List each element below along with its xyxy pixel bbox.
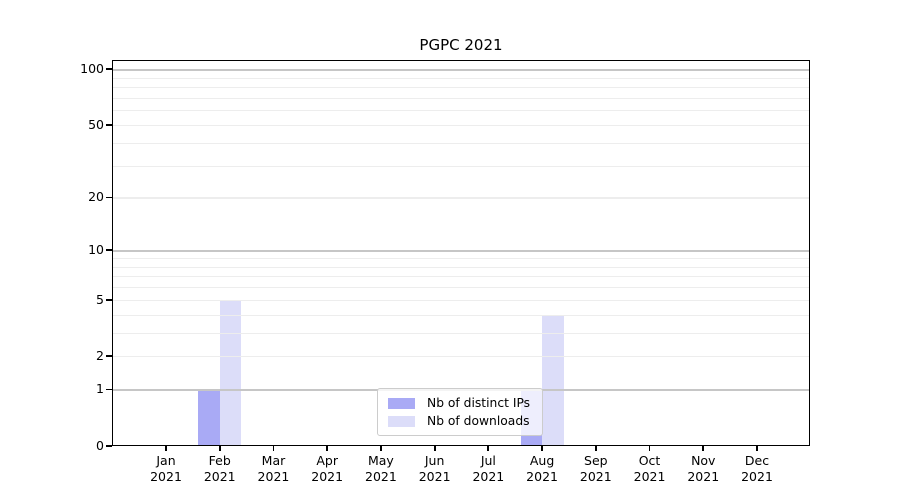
x-tick-mark [594, 446, 597, 451]
y-tick-mark [106, 445, 112, 447]
gridline-minor [112, 276, 810, 278]
x-tick-label: Sep 2021 [566, 453, 626, 484]
x-tick-month: Jul [480, 453, 496, 468]
x-tick-label: May 2021 [351, 453, 411, 484]
y-tick-mark [106, 124, 112, 126]
x-tick-label: Oct 2021 [620, 453, 680, 484]
legend-swatch [388, 415, 415, 427]
x-tick-mark [433, 446, 436, 451]
x-tick-year: 2021 [579, 468, 612, 484]
gridline-minor [112, 77, 810, 79]
gridline-minor [112, 165, 810, 167]
x-tick-mark [702, 446, 705, 451]
bar-nb-of-distinct-ips [198, 389, 220, 446]
x-tick-month: Aug [529, 453, 555, 468]
y-tick-label: 50 [88, 116, 104, 132]
x-tick-year: 2021 [365, 468, 397, 484]
y-tick-label: 1 [96, 381, 104, 397]
x-tick-mark [380, 446, 382, 451]
gridline-minor [112, 110, 810, 112]
x-tick-label: Apr 2021 [297, 453, 357, 484]
x-tick-label: Jan 2021 [136, 453, 196, 484]
x-tick-month: Jun [424, 453, 445, 468]
gridline-minor [112, 258, 810, 260]
gridline-minor [112, 314, 810, 316]
plot-area: Nb of distinct IPs Nb of downloads [112, 60, 810, 446]
x-tick-label: Nov 2021 [673, 453, 733, 484]
x-tick-label: Mar 2021 [243, 453, 303, 484]
x-tick-year: 2021 [526, 468, 558, 484]
y-tick-mark [106, 388, 112, 391]
x-tick-year: 2021 [311, 468, 344, 484]
x-tick-mark [487, 446, 490, 451]
x-tick-label: Feb 2021 [190, 453, 250, 484]
x-tick-mark [218, 446, 221, 451]
gridline-minor [112, 142, 810, 144]
x-tick-month: Apr [316, 453, 338, 468]
x-tick-year: 2021 [418, 468, 451, 484]
legend-label: Nb of downloads [427, 414, 530, 428]
y-tick-mark [106, 355, 112, 358]
x-tick-label: Aug 2021 [512, 453, 572, 484]
x-tick-month: Nov [691, 453, 716, 468]
gridline-minor [112, 197, 810, 199]
chart-title: PGPC 2021 [419, 36, 503, 54]
x-tick-year: 2021 [472, 468, 505, 484]
legend-label: Nb of distinct IPs [427, 396, 531, 410]
x-tick-mark [326, 446, 329, 451]
x-tick-year: 2021 [741, 468, 773, 484]
x-tick-month: Mar [261, 453, 286, 468]
y-tick-label: 10 [88, 242, 104, 258]
y-tick-mark [106, 196, 112, 199]
legend-row: Nb of downloads [388, 414, 542, 428]
gridline-major [112, 69, 810, 71]
y-tick-label: 2 [96, 348, 104, 364]
x-tick-year: 2021 [150, 468, 182, 484]
x-tick-month: Jan [156, 453, 176, 468]
gridline-minor [112, 299, 810, 301]
x-tick-label: Jul 2021 [458, 453, 518, 484]
legend-row: Nb of distinct IPs [388, 396, 542, 410]
x-tick-mark [541, 446, 543, 451]
x-tick-mark [165, 446, 167, 451]
x-tick-year: 2021 [257, 468, 290, 484]
gridline-minor [112, 332, 810, 334]
y-tick-mark [106, 68, 112, 71]
legend-swatch [388, 397, 415, 409]
y-tick-label: 0 [96, 438, 104, 453]
gridline-minor [112, 266, 810, 268]
bar-nb-of-downloads [219, 299, 242, 446]
x-tick-month: Dec [744, 453, 770, 468]
x-tick-month: Feb [208, 453, 231, 468]
x-tick-year: 2021 [203, 468, 236, 484]
x-tick-month: Sep [584, 453, 608, 468]
legend: Nb of distinct IPs Nb of downloads [377, 388, 543, 436]
x-tick-month: Oct [638, 453, 661, 468]
x-tick-year: 2021 [687, 468, 720, 484]
x-tick-mark [272, 446, 275, 451]
x-tick-month: May [367, 453, 394, 468]
x-tick-label: Dec 2021 [727, 453, 787, 484]
y-tick-mark [106, 249, 112, 252]
gridline-minor [112, 97, 810, 100]
gridline-major [112, 250, 810, 252]
y-tick-label: 100 [80, 61, 104, 77]
gridline-minor [112, 356, 810, 358]
gridline-minor [112, 87, 810, 89]
y-tick-mark [106, 298, 112, 301]
y-tick-label: 5 [96, 291, 104, 307]
gridline-minor [112, 287, 810, 289]
x-tick-label: Jun 2021 [405, 453, 465, 484]
gridline-minor [112, 124, 810, 127]
x-tick-mark [648, 446, 651, 451]
x-tick-year: 2021 [633, 468, 666, 484]
bar-nb-of-downloads [542, 314, 564, 446]
y-tick-label: 20 [88, 189, 104, 205]
x-tick-mark [756, 446, 758, 451]
